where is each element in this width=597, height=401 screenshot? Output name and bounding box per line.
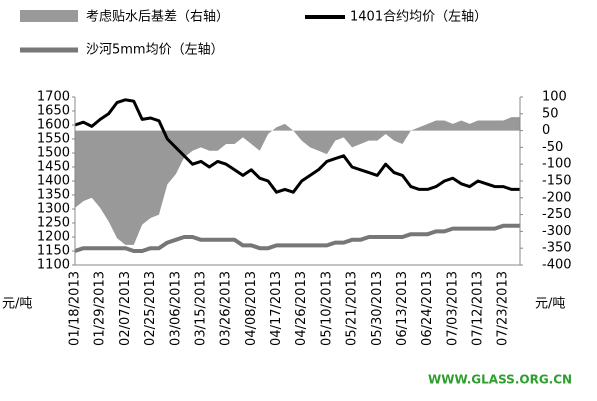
x-tick-label: 04/08/2013: [244, 271, 259, 346]
legend-label: 1401合约均价（左轴）: [350, 10, 487, 25]
y2-tick-label: -350: [542, 241, 572, 256]
y2-tick-label: -100: [542, 157, 572, 172]
y2-tick-label: -250: [542, 207, 572, 222]
area: [75, 117, 520, 245]
y-tick-label: 1450: [37, 160, 70, 175]
x-tick-label: 03/26/2013: [219, 271, 234, 346]
x-tick-label: 04/17/2013: [269, 271, 284, 346]
y-tick-label: 1200: [37, 230, 70, 245]
y2-tick-label: 0: [542, 123, 550, 138]
y-tick-label: 1650: [37, 104, 70, 119]
y2-tick-label: -50: [542, 140, 563, 155]
x-tick-label: 05/30/2013: [370, 271, 385, 346]
legend-label: 沙河5mm均价（左轴）: [86, 43, 224, 58]
y-tick-label: 1550: [37, 132, 70, 147]
y-tick-label: 1350: [37, 188, 70, 203]
y-tick-label: 1150: [37, 244, 70, 259]
x-tick-label: 05/10/2013: [319, 271, 334, 346]
y-tick-label: 1100: [37, 258, 70, 273]
x-tick-label: 04/26/2013: [294, 271, 309, 346]
y2-unit: 元/吨: [535, 297, 565, 312]
y2-tick-label: 100: [542, 90, 567, 105]
y-tick-label: 1300: [37, 202, 70, 217]
y-unit: 元/吨: [2, 297, 32, 312]
x-tick-label: 07/23/2013: [496, 271, 511, 346]
y-tick-label: 1700: [37, 90, 70, 105]
y-tick-label: 1600: [37, 118, 70, 133]
x-tick-label: 06/13/2013: [395, 271, 410, 346]
y-tick-label: 1400: [37, 174, 70, 189]
legend-swatch: [20, 10, 78, 22]
x-tick-label: 03/06/2013: [168, 271, 183, 346]
x-tick-label: 02/25/2013: [143, 271, 158, 346]
line: [74, 98, 520, 194]
y-tick-label: 1250: [37, 216, 70, 231]
x-tick-label: 01/29/2013: [93, 271, 108, 346]
y2-tick-label: 50: [542, 106, 559, 121]
y2-tick-label: -150: [542, 174, 572, 189]
x-tick-label: 05/21/2013: [345, 271, 360, 346]
x-tick-label: 06/24/2013: [420, 271, 435, 346]
line: [74, 223, 520, 253]
x-tick-label: 02/07/2013: [118, 271, 133, 346]
y2-tick-label: -200: [542, 190, 572, 205]
y2-tick-label: -300: [542, 224, 572, 239]
x-tick-label: 07/03/2013: [445, 271, 460, 346]
x-tick-label: 03/15/2013: [193, 271, 208, 346]
legend-label: 考虑贴水后基差（右轴）: [86, 10, 229, 25]
x-tick-label: 01/18/2013: [68, 271, 83, 346]
y-tick-label: 1500: [37, 146, 70, 161]
x-tick-label: 07/12/2013: [471, 271, 486, 346]
y2-tick-label: -400: [542, 258, 572, 273]
watermark: WWW.GLASS.ORG.CN: [428, 373, 572, 387]
